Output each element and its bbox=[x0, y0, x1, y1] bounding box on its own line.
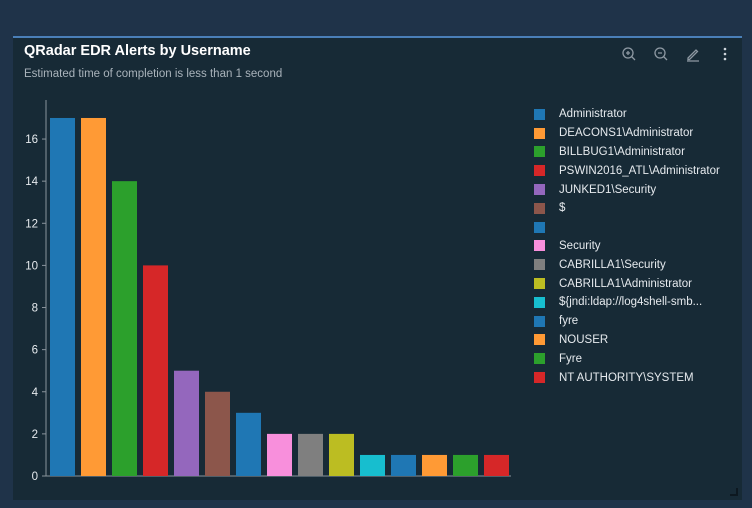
legend-item[interactable]: NT AUTHORITY\SYSTEM bbox=[534, 368, 720, 387]
legend-item[interactable]: BILLBUG1\Administrator bbox=[534, 143, 720, 162]
legend-swatch bbox=[534, 184, 545, 196]
bar-13 bbox=[422, 454, 447, 476]
bar-15 bbox=[484, 454, 509, 476]
bar-14 bbox=[453, 454, 478, 476]
bar-7 bbox=[236, 412, 261, 476]
legend-item[interactable]: fyre bbox=[534, 312, 720, 331]
legend-swatch bbox=[534, 146, 545, 158]
legend-item[interactable]: Security bbox=[534, 237, 720, 256]
resize-handle[interactable] bbox=[730, 488, 738, 496]
legend-item[interactable]: CABRILLA1\Administrator bbox=[534, 274, 720, 293]
legend-label: $ bbox=[559, 202, 566, 215]
y-tick-label: 12 bbox=[25, 218, 38, 230]
legend-swatch bbox=[534, 334, 545, 346]
bar-1 bbox=[50, 117, 75, 476]
legend-swatch bbox=[534, 278, 545, 290]
legend-item[interactable]: DEACONS1\Administrator bbox=[534, 124, 720, 143]
legend-swatch bbox=[534, 296, 545, 308]
bar-4 bbox=[143, 265, 168, 476]
panel-subtitle: Estimated time of completion is less tha… bbox=[24, 68, 283, 80]
bar-11 bbox=[360, 454, 385, 476]
legend-swatch bbox=[534, 372, 545, 384]
legend-swatch bbox=[534, 240, 545, 252]
y-tick-label: 0 bbox=[32, 471, 38, 483]
legend-item[interactable]: JUNKED1\Security bbox=[534, 180, 720, 199]
legend-swatch bbox=[534, 127, 545, 139]
legend-label: NOUSER bbox=[559, 333, 609, 346]
y-tick-label: 16 bbox=[25, 134, 38, 146]
legend-swatch bbox=[534, 202, 545, 214]
y-tick-label: 8 bbox=[32, 303, 38, 315]
legend-item[interactable]: NOUSER bbox=[534, 331, 720, 350]
bar-12 bbox=[391, 454, 416, 476]
legend-item[interactable]: Fyre bbox=[534, 349, 720, 368]
y-tick-label: 10 bbox=[25, 260, 38, 272]
legend-item[interactable]: ${jndi:ldap://log4shell-smb... bbox=[534, 293, 720, 312]
legend-item[interactable]: $ bbox=[534, 199, 720, 218]
legend-swatch bbox=[534, 221, 545, 233]
bar-8 bbox=[267, 433, 292, 476]
panel-title: QRadar EDR Alerts by Username bbox=[24, 43, 251, 59]
bar-2 bbox=[81, 117, 106, 476]
legend-label: ${jndi:ldap://log4shell-smb... bbox=[559, 296, 703, 309]
legend-label: Administrator bbox=[559, 108, 627, 121]
zoom-out-icon[interactable] bbox=[652, 46, 670, 64]
legend-label: CABRILLA1\Security bbox=[559, 258, 666, 271]
legend-swatch bbox=[534, 108, 545, 120]
legend-label: Security bbox=[559, 239, 601, 252]
legend-item[interactable]: Administrator bbox=[534, 105, 720, 124]
legend-label: JUNKED1\Security bbox=[559, 183, 657, 196]
bar-9 bbox=[298, 433, 323, 476]
bar-6 bbox=[205, 391, 230, 476]
bar-10 bbox=[329, 433, 354, 476]
bar-5 bbox=[174, 370, 199, 476]
legend-label: CABRILLA1\Administrator bbox=[559, 277, 692, 290]
legend-swatch bbox=[534, 315, 545, 327]
legend-label: NT AUTHORITY\SYSTEM bbox=[559, 371, 694, 384]
legend-label: fyre bbox=[559, 315, 579, 328]
y-tick-label: 2 bbox=[32, 429, 38, 441]
legend-item[interactable] bbox=[534, 218, 720, 237]
legend-swatch bbox=[534, 353, 545, 365]
y-tick-label: 6 bbox=[32, 345, 38, 357]
legend-item[interactable]: CABRILLA1\Security bbox=[534, 255, 720, 274]
zoom-in-icon[interactable] bbox=[620, 46, 638, 64]
legend-swatch bbox=[534, 259, 545, 271]
legend-label: DEACONS1\Administrator bbox=[559, 127, 694, 140]
bar-3 bbox=[112, 181, 137, 476]
legend-label: Fyre bbox=[559, 352, 582, 365]
more-vertical-icon[interactable] bbox=[716, 46, 734, 64]
legend-label: BILLBUG1\Administrator bbox=[559, 145, 685, 158]
legend-swatch bbox=[534, 165, 545, 177]
legend-label: PSWIN2016_ATL\Administrator bbox=[559, 164, 720, 177]
y-tick-label: 14 bbox=[25, 176, 38, 188]
y-tick-label: 4 bbox=[32, 387, 39, 399]
edit-icon[interactable] bbox=[684, 46, 702, 64]
legend-item[interactable]: PSWIN2016_ATL\Administrator bbox=[534, 161, 720, 180]
legend: Administrator DEACONS1\Administrator BILLB… bbox=[534, 105, 720, 387]
